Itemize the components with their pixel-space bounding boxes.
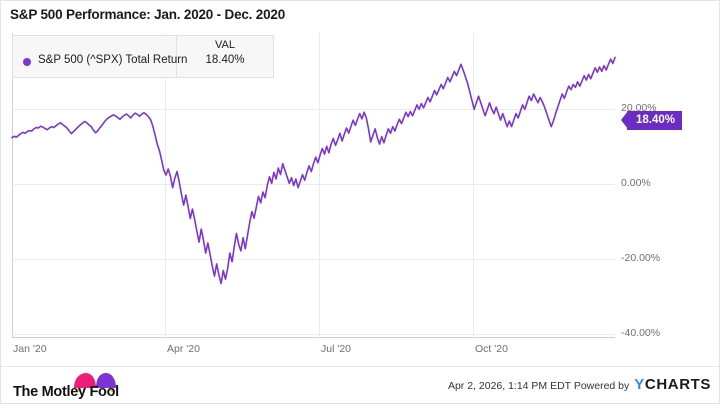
legend-series-label: S&P 500 (^SPX) Total Return [38, 54, 188, 66]
legend-divider [176, 36, 177, 77]
last-value-pointer-icon [621, 111, 628, 129]
y-axis-line [12, 33, 13, 338]
footer: The Motley Fool Apr 2, 2026, 1:14 PM EDT… [1, 366, 719, 405]
last-value-badge: 18.40% [627, 111, 683, 130]
page-title: S&P 500 Performance: Jan. 2020 - Dec. 20… [10, 7, 286, 22]
legend-color-swatch [23, 58, 31, 66]
jester-hat-icon [74, 373, 116, 392]
gridline-vertical [473, 33, 474, 338]
ycharts-logo-y: Y [634, 376, 645, 393]
x-axis-tick-label: Apr '20 [167, 343, 200, 355]
plot-area [12, 33, 615, 338]
motley-fool-wordmark: The Motley Fool [13, 384, 119, 400]
x-axis-tick-label: Jan '20 [13, 343, 47, 355]
legend: S&P 500 (^SPX) Total Return VAL 18.40% [12, 35, 274, 78]
footer-attribution: Apr 2, 2026, 1:14 PM EDT Powered by YCHA… [448, 376, 711, 393]
legend-value-header: VAL [215, 39, 235, 51]
ycharts-logo-text: CHARTS [644, 376, 711, 393]
gridline-horizontal [12, 184, 615, 185]
footer-timestamp: Apr 2, 2026, 1:14 PM EDT Powered by [447, 380, 630, 392]
gridline-vertical [319, 33, 320, 338]
y-axis-tick-label: -20.00% [621, 252, 661, 264]
legend-value: 18.40% [205, 54, 245, 66]
gridline-vertical [165, 33, 166, 338]
gridline-horizontal [12, 334, 615, 335]
x-axis-line [12, 337, 615, 338]
gridline-horizontal [12, 259, 615, 260]
ycharts-logo: YCHARTS [634, 376, 711, 393]
y-axis-tick-label: 0.00% [621, 177, 651, 189]
series-line-spx [12, 33, 615, 338]
gridline-horizontal [12, 109, 615, 110]
x-axis-tick-label: Oct '20 [475, 343, 508, 355]
motley-fool-logo: The Motley Fool [13, 371, 213, 403]
y-axis-tick-label: -40.00% [621, 327, 661, 339]
x-axis-tick-label: Jul '20 [321, 343, 352, 355]
